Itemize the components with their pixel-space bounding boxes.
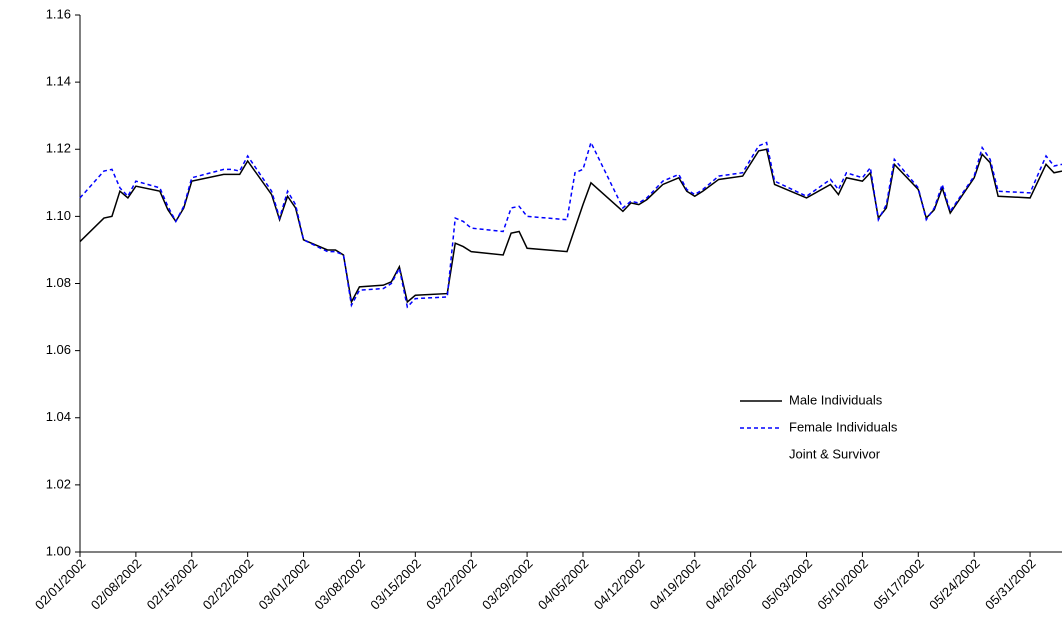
x-tick-label: 05/17/2002 bbox=[870, 556, 927, 613]
y-tick-label: 1.00 bbox=[46, 543, 71, 558]
x-tick-label: 05/03/2002 bbox=[758, 556, 815, 613]
y-tick-label: 1.14 bbox=[46, 74, 71, 89]
y-tick-label: 1.04 bbox=[46, 409, 71, 424]
x-tick-label: 03/15/2002 bbox=[367, 556, 424, 613]
x-tick-label: 05/24/2002 bbox=[926, 556, 983, 613]
x-tick-label: 04/26/2002 bbox=[703, 556, 760, 613]
x-tick-label: 04/05/2002 bbox=[535, 556, 592, 613]
x-tick-label: 05/31/2002 bbox=[982, 556, 1039, 613]
series-line bbox=[79, 140, 1062, 309]
series-line bbox=[79, 148, 1062, 305]
x-tick-label: 04/19/2002 bbox=[647, 556, 704, 613]
x-tick-label: 04/12/2002 bbox=[591, 556, 648, 613]
x-tick-label: 03/29/2002 bbox=[479, 556, 536, 613]
y-tick-label: 1.02 bbox=[46, 476, 71, 491]
x-tick-label: 02/15/2002 bbox=[144, 556, 201, 613]
x-tick-label: 02/08/2002 bbox=[88, 556, 145, 613]
legend-label: Female Individuals bbox=[789, 419, 898, 434]
y-tick-label: 1.08 bbox=[46, 275, 71, 290]
y-tick-label: 1.16 bbox=[46, 6, 71, 21]
y-tick-label: 1.12 bbox=[46, 141, 71, 156]
x-tick-label: 03/01/2002 bbox=[255, 556, 312, 613]
x-tick-label: 05/10/2002 bbox=[814, 556, 871, 613]
x-tick-label: 03/22/2002 bbox=[423, 556, 480, 613]
y-tick-label: 1.06 bbox=[46, 342, 71, 357]
y-tick-label: 1.10 bbox=[46, 208, 71, 223]
legend-label: Male Individuals bbox=[789, 392, 883, 407]
x-tick-label: 03/08/2002 bbox=[311, 556, 368, 613]
x-tick-label: 02/01/2002 bbox=[32, 556, 89, 613]
legend-label: Joint & Survivor bbox=[789, 446, 881, 461]
x-tick-label: 02/22/2002 bbox=[200, 556, 257, 613]
